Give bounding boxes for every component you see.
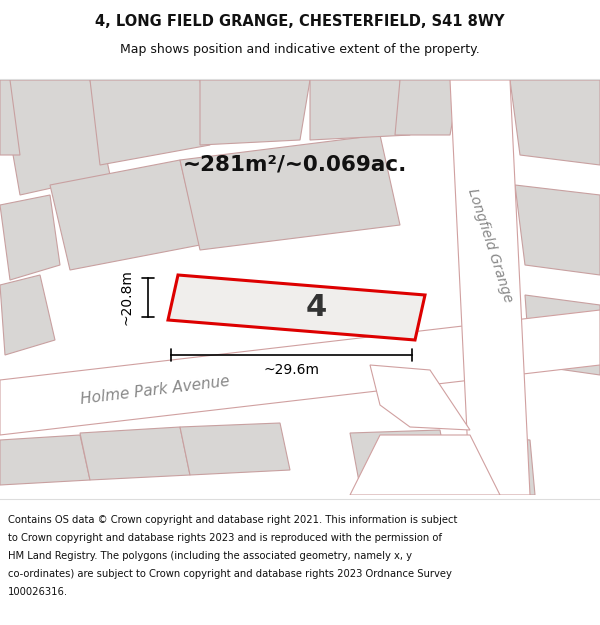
Polygon shape [0, 310, 600, 435]
Text: co-ordinates) are subject to Crown copyright and database rights 2023 Ordnance S: co-ordinates) are subject to Crown copyr… [8, 569, 452, 579]
Polygon shape [0, 80, 20, 155]
Polygon shape [525, 295, 600, 375]
Polygon shape [0, 275, 55, 355]
Polygon shape [50, 160, 200, 270]
Polygon shape [0, 435, 90, 485]
Text: 4, LONG FIELD GRANGE, CHESTERFIELD, S41 8WY: 4, LONG FIELD GRANGE, CHESTERFIELD, S41 … [95, 14, 505, 29]
Text: 100026316.: 100026316. [8, 587, 68, 597]
Polygon shape [200, 80, 310, 145]
Polygon shape [450, 80, 530, 495]
Polygon shape [350, 435, 500, 495]
Text: to Crown copyright and database rights 2023 and is reproduced with the permissio: to Crown copyright and database rights 2… [8, 533, 442, 543]
Text: Longfield Grange: Longfield Grange [465, 186, 515, 304]
Text: Holme Park Avenue: Holme Park Avenue [80, 373, 230, 407]
Polygon shape [90, 80, 210, 165]
Text: 4: 4 [306, 293, 327, 322]
Polygon shape [350, 430, 450, 487]
Text: ~20.8m: ~20.8m [119, 269, 133, 326]
Text: Map shows position and indicative extent of the property.: Map shows position and indicative extent… [120, 44, 480, 56]
Polygon shape [395, 80, 460, 135]
Text: ~29.6m: ~29.6m [263, 363, 320, 377]
Text: HM Land Registry. The polygons (including the associated geometry, namely x, y: HM Land Registry. The polygons (includin… [8, 551, 412, 561]
Polygon shape [0, 195, 60, 280]
Polygon shape [80, 427, 190, 480]
Polygon shape [0, 80, 110, 195]
Text: Contains OS data © Crown copyright and database right 2021. This information is : Contains OS data © Crown copyright and d… [8, 515, 457, 525]
Polygon shape [180, 135, 400, 250]
Polygon shape [168, 275, 425, 340]
Polygon shape [470, 435, 535, 495]
Polygon shape [180, 423, 290, 475]
Text: ~281m²/~0.069ac.: ~281m²/~0.069ac. [183, 155, 407, 175]
Polygon shape [510, 80, 600, 165]
Polygon shape [310, 80, 410, 140]
Polygon shape [370, 365, 470, 430]
Polygon shape [515, 185, 600, 275]
